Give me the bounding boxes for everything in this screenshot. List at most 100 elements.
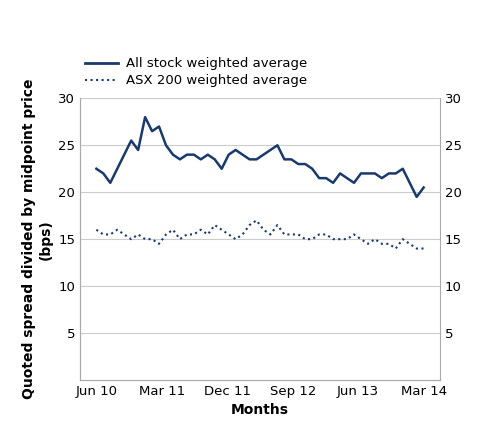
Legend: All stock weighted average, ASX 200 weighted average: All stock weighted average, ASX 200 weig… bbox=[80, 52, 312, 93]
ASX 200 weighted average bbox=[232, 236, 238, 242]
ASX 200 weighted average bbox=[268, 232, 274, 237]
ASX 200 weighted average bbox=[191, 232, 197, 237]
All stock weighted average bbox=[191, 152, 197, 157]
All stock weighted average bbox=[330, 180, 336, 186]
ASX 200 weighted average bbox=[226, 232, 232, 237]
All stock weighted average bbox=[309, 166, 315, 171]
ASX 200 weighted average bbox=[170, 227, 176, 232]
ASX 200 weighted average bbox=[100, 232, 106, 237]
All stock weighted average bbox=[240, 152, 246, 157]
All stock weighted average bbox=[135, 147, 141, 152]
ASX 200 weighted average bbox=[240, 232, 246, 237]
ASX 200 weighted average bbox=[386, 241, 392, 247]
All stock weighted average bbox=[212, 157, 218, 162]
All stock weighted average bbox=[260, 152, 266, 157]
Line: ASX 200 weighted average: ASX 200 weighted average bbox=[96, 220, 423, 249]
ASX 200 weighted average bbox=[212, 222, 218, 228]
All stock weighted average bbox=[121, 152, 127, 157]
All stock weighted average bbox=[386, 171, 392, 176]
ASX 200 weighted average bbox=[288, 232, 294, 237]
All stock weighted average bbox=[246, 157, 252, 162]
ASX 200 weighted average bbox=[393, 246, 399, 251]
All stock weighted average bbox=[108, 180, 114, 186]
ASX 200 weighted average bbox=[184, 232, 190, 237]
ASX 200 weighted average bbox=[420, 246, 426, 251]
Y-axis label: Quoted spread divided by midpoint price
(bps): Quoted spread divided by midpoint price … bbox=[22, 79, 52, 400]
All stock weighted average bbox=[296, 161, 302, 167]
All stock weighted average bbox=[393, 171, 399, 176]
All stock weighted average bbox=[163, 143, 169, 148]
ASX 200 weighted average bbox=[108, 232, 114, 237]
ASX 200 weighted average bbox=[198, 227, 204, 232]
ASX 200 weighted average bbox=[177, 236, 183, 242]
ASX 200 weighted average bbox=[365, 241, 371, 247]
ASX 200 weighted average bbox=[414, 246, 420, 251]
ASX 200 weighted average bbox=[379, 241, 385, 247]
All stock weighted average bbox=[282, 157, 288, 162]
ASX 200 weighted average bbox=[260, 227, 266, 232]
All stock weighted average bbox=[379, 176, 385, 181]
ASX 200 weighted average bbox=[351, 232, 357, 237]
ASX 200 weighted average bbox=[344, 236, 350, 242]
ASX 200 weighted average bbox=[94, 227, 100, 232]
All stock weighted average bbox=[372, 171, 378, 176]
ASX 200 weighted average bbox=[121, 232, 127, 237]
ASX 200 weighted average bbox=[296, 232, 302, 237]
ASX 200 weighted average bbox=[309, 236, 315, 242]
All stock weighted average bbox=[302, 161, 308, 167]
ASX 200 weighted average bbox=[156, 241, 162, 247]
ASX 200 weighted average bbox=[128, 236, 134, 242]
All stock weighted average bbox=[316, 176, 322, 181]
All stock weighted average bbox=[288, 157, 294, 162]
ASX 200 weighted average bbox=[282, 232, 288, 237]
ASX 200 weighted average bbox=[205, 232, 211, 237]
All stock weighted average bbox=[170, 152, 176, 157]
All stock weighted average bbox=[205, 152, 211, 157]
ASX 200 weighted average bbox=[163, 232, 169, 237]
All stock weighted average bbox=[365, 171, 371, 176]
ASX 200 weighted average bbox=[218, 227, 224, 232]
ASX 200 weighted average bbox=[406, 241, 412, 247]
All stock weighted average bbox=[268, 147, 274, 152]
All stock weighted average bbox=[406, 180, 412, 186]
ASX 200 weighted average bbox=[142, 236, 148, 242]
ASX 200 weighted average bbox=[135, 232, 141, 237]
Line: All stock weighted average: All stock weighted average bbox=[96, 117, 423, 197]
X-axis label: Months: Months bbox=[231, 403, 289, 417]
All stock weighted average bbox=[149, 128, 155, 134]
All stock weighted average bbox=[358, 171, 364, 176]
All stock weighted average bbox=[400, 166, 406, 171]
ASX 200 weighted average bbox=[400, 236, 406, 242]
All stock weighted average bbox=[414, 194, 420, 199]
All stock weighted average bbox=[94, 166, 100, 171]
All stock weighted average bbox=[184, 152, 190, 157]
ASX 200 weighted average bbox=[149, 236, 155, 242]
ASX 200 weighted average bbox=[114, 227, 120, 232]
All stock weighted average bbox=[344, 176, 350, 181]
ASX 200 weighted average bbox=[330, 236, 336, 242]
ASX 200 weighted average bbox=[358, 236, 364, 242]
All stock weighted average bbox=[226, 152, 232, 157]
ASX 200 weighted average bbox=[254, 218, 260, 223]
All stock weighted average bbox=[177, 157, 183, 162]
All stock weighted average bbox=[254, 157, 260, 162]
All stock weighted average bbox=[100, 171, 106, 176]
All stock weighted average bbox=[198, 157, 204, 162]
All stock weighted average bbox=[218, 166, 224, 171]
ASX 200 weighted average bbox=[372, 236, 378, 242]
All stock weighted average bbox=[156, 124, 162, 129]
All stock weighted average bbox=[232, 147, 238, 152]
ASX 200 weighted average bbox=[323, 232, 329, 237]
ASX 200 weighted average bbox=[274, 222, 280, 228]
All stock weighted average bbox=[420, 185, 426, 190]
All stock weighted average bbox=[142, 114, 148, 120]
All stock weighted average bbox=[337, 171, 343, 176]
ASX 200 weighted average bbox=[302, 236, 308, 242]
All stock weighted average bbox=[351, 180, 357, 186]
ASX 200 weighted average bbox=[246, 222, 252, 228]
All stock weighted average bbox=[323, 176, 329, 181]
All stock weighted average bbox=[274, 143, 280, 148]
ASX 200 weighted average bbox=[337, 236, 343, 242]
All stock weighted average bbox=[128, 138, 134, 143]
All stock weighted average bbox=[114, 166, 120, 171]
